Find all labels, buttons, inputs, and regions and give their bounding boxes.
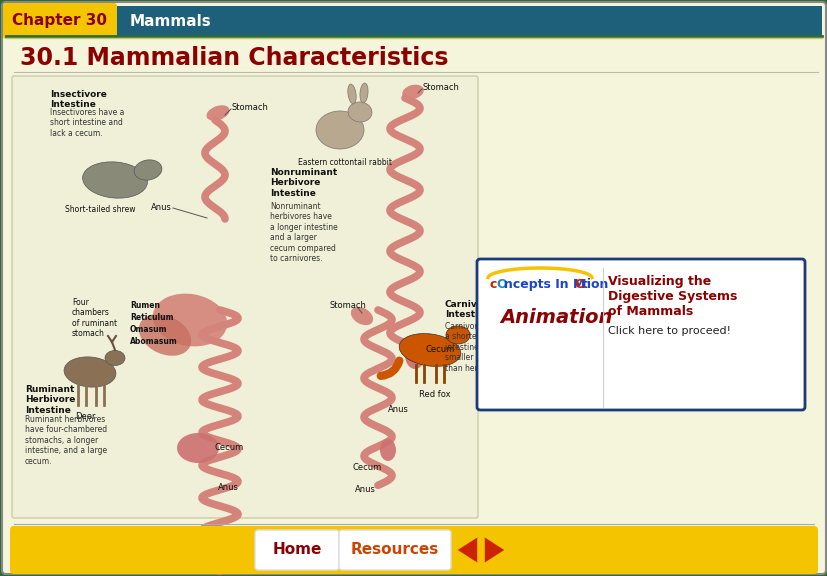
Text: Resources: Resources — [351, 543, 438, 558]
Text: Insectivores have a
short intestine and
lack a cecum.: Insectivores have a short intestine and … — [50, 108, 124, 138]
FancyArrowPatch shape — [457, 537, 476, 563]
Ellipse shape — [399, 334, 460, 366]
Text: Cecum: Cecum — [425, 346, 455, 354]
Text: Anus: Anus — [354, 486, 375, 495]
FancyBboxPatch shape — [476, 259, 804, 410]
Ellipse shape — [105, 351, 125, 366]
Text: ncepts In M: ncepts In M — [504, 278, 585, 291]
Text: of Mammals: of Mammals — [607, 305, 692, 318]
Text: Cecum: Cecum — [352, 464, 381, 472]
FancyBboxPatch shape — [338, 530, 451, 570]
Ellipse shape — [139, 314, 191, 356]
FancyBboxPatch shape — [12, 76, 477, 518]
Text: Anus: Anus — [218, 483, 238, 492]
Text: O: O — [495, 278, 506, 291]
Text: Digestive Systems: Digestive Systems — [607, 290, 737, 303]
Text: Four
chambers
of ruminant
stomach: Four chambers of ruminant stomach — [72, 298, 117, 338]
Text: c: c — [490, 278, 497, 291]
Text: Carnivores have
a shorter
intestine and a
smaller cecum
than herbivores.: Carnivores have a shorter intestine and … — [444, 322, 508, 373]
Text: Chapter 30: Chapter 30 — [12, 13, 108, 28]
Text: Reticulum: Reticulum — [130, 313, 174, 323]
Text: 30.1 Mammalian Characteristics: 30.1 Mammalian Characteristics — [20, 46, 448, 70]
Text: Deer: Deer — [74, 412, 95, 421]
Text: Stomach: Stomach — [232, 104, 269, 112]
Text: Ruminant herbivores
have four-chambered
stomachs, a longer
intestine, and a larg: Ruminant herbivores have four-chambered … — [25, 415, 107, 465]
Ellipse shape — [360, 83, 368, 103]
Ellipse shape — [206, 105, 229, 121]
Text: Animation: Animation — [500, 308, 612, 327]
Text: O: O — [573, 278, 584, 291]
Text: Eastern cottontail rabbit: Eastern cottontail rabbit — [298, 158, 391, 167]
FancyArrowPatch shape — [484, 537, 504, 563]
Text: Anus: Anus — [151, 203, 172, 213]
Text: Rumen: Rumen — [130, 301, 160, 310]
Ellipse shape — [83, 162, 147, 198]
Text: Short-tailed shrew: Short-tailed shrew — [65, 205, 135, 214]
Text: Anus: Anus — [388, 406, 409, 415]
Text: Visualizing the: Visualizing the — [607, 275, 710, 288]
Text: Mammals: Mammals — [130, 13, 212, 28]
Ellipse shape — [446, 326, 470, 344]
Text: Insectivore
Intestine: Insectivore Intestine — [50, 90, 107, 109]
FancyBboxPatch shape — [3, 3, 117, 39]
Ellipse shape — [134, 160, 162, 180]
Ellipse shape — [153, 294, 227, 346]
Text: Omasum: Omasum — [130, 325, 167, 335]
Ellipse shape — [347, 102, 371, 122]
Ellipse shape — [404, 341, 424, 369]
Text: Stomach: Stomach — [329, 301, 366, 309]
Text: tion: tion — [581, 278, 609, 291]
Text: Stomach: Stomach — [423, 84, 459, 93]
Ellipse shape — [177, 433, 218, 463]
Ellipse shape — [380, 439, 395, 461]
Text: Abomasum: Abomasum — [130, 338, 178, 347]
FancyArrowPatch shape — [380, 361, 399, 376]
Ellipse shape — [402, 85, 423, 99]
Text: Carnivore
Intestine: Carnivore Intestine — [444, 300, 494, 320]
Ellipse shape — [316, 111, 364, 149]
Text: Ruminant
Herbivore
Intestine: Ruminant Herbivore Intestine — [25, 385, 75, 415]
Text: Red fox: Red fox — [418, 390, 450, 399]
Bar — [114, 6, 821, 36]
Text: Click here to proceed!: Click here to proceed! — [607, 326, 730, 336]
Text: Cecum: Cecum — [215, 444, 244, 453]
Text: Nonruminant
herbivores have
a longer intestine
and a larger
cecum compared
to ca: Nonruminant herbivores have a longer int… — [270, 202, 337, 263]
Text: Home: Home — [272, 543, 322, 558]
Ellipse shape — [347, 84, 356, 104]
Ellipse shape — [64, 357, 116, 387]
Text: Nonruminant
Herbivore
Intestine: Nonruminant Herbivore Intestine — [270, 168, 337, 198]
Ellipse shape — [351, 307, 373, 325]
FancyBboxPatch shape — [255, 530, 338, 570]
FancyBboxPatch shape — [10, 526, 817, 574]
